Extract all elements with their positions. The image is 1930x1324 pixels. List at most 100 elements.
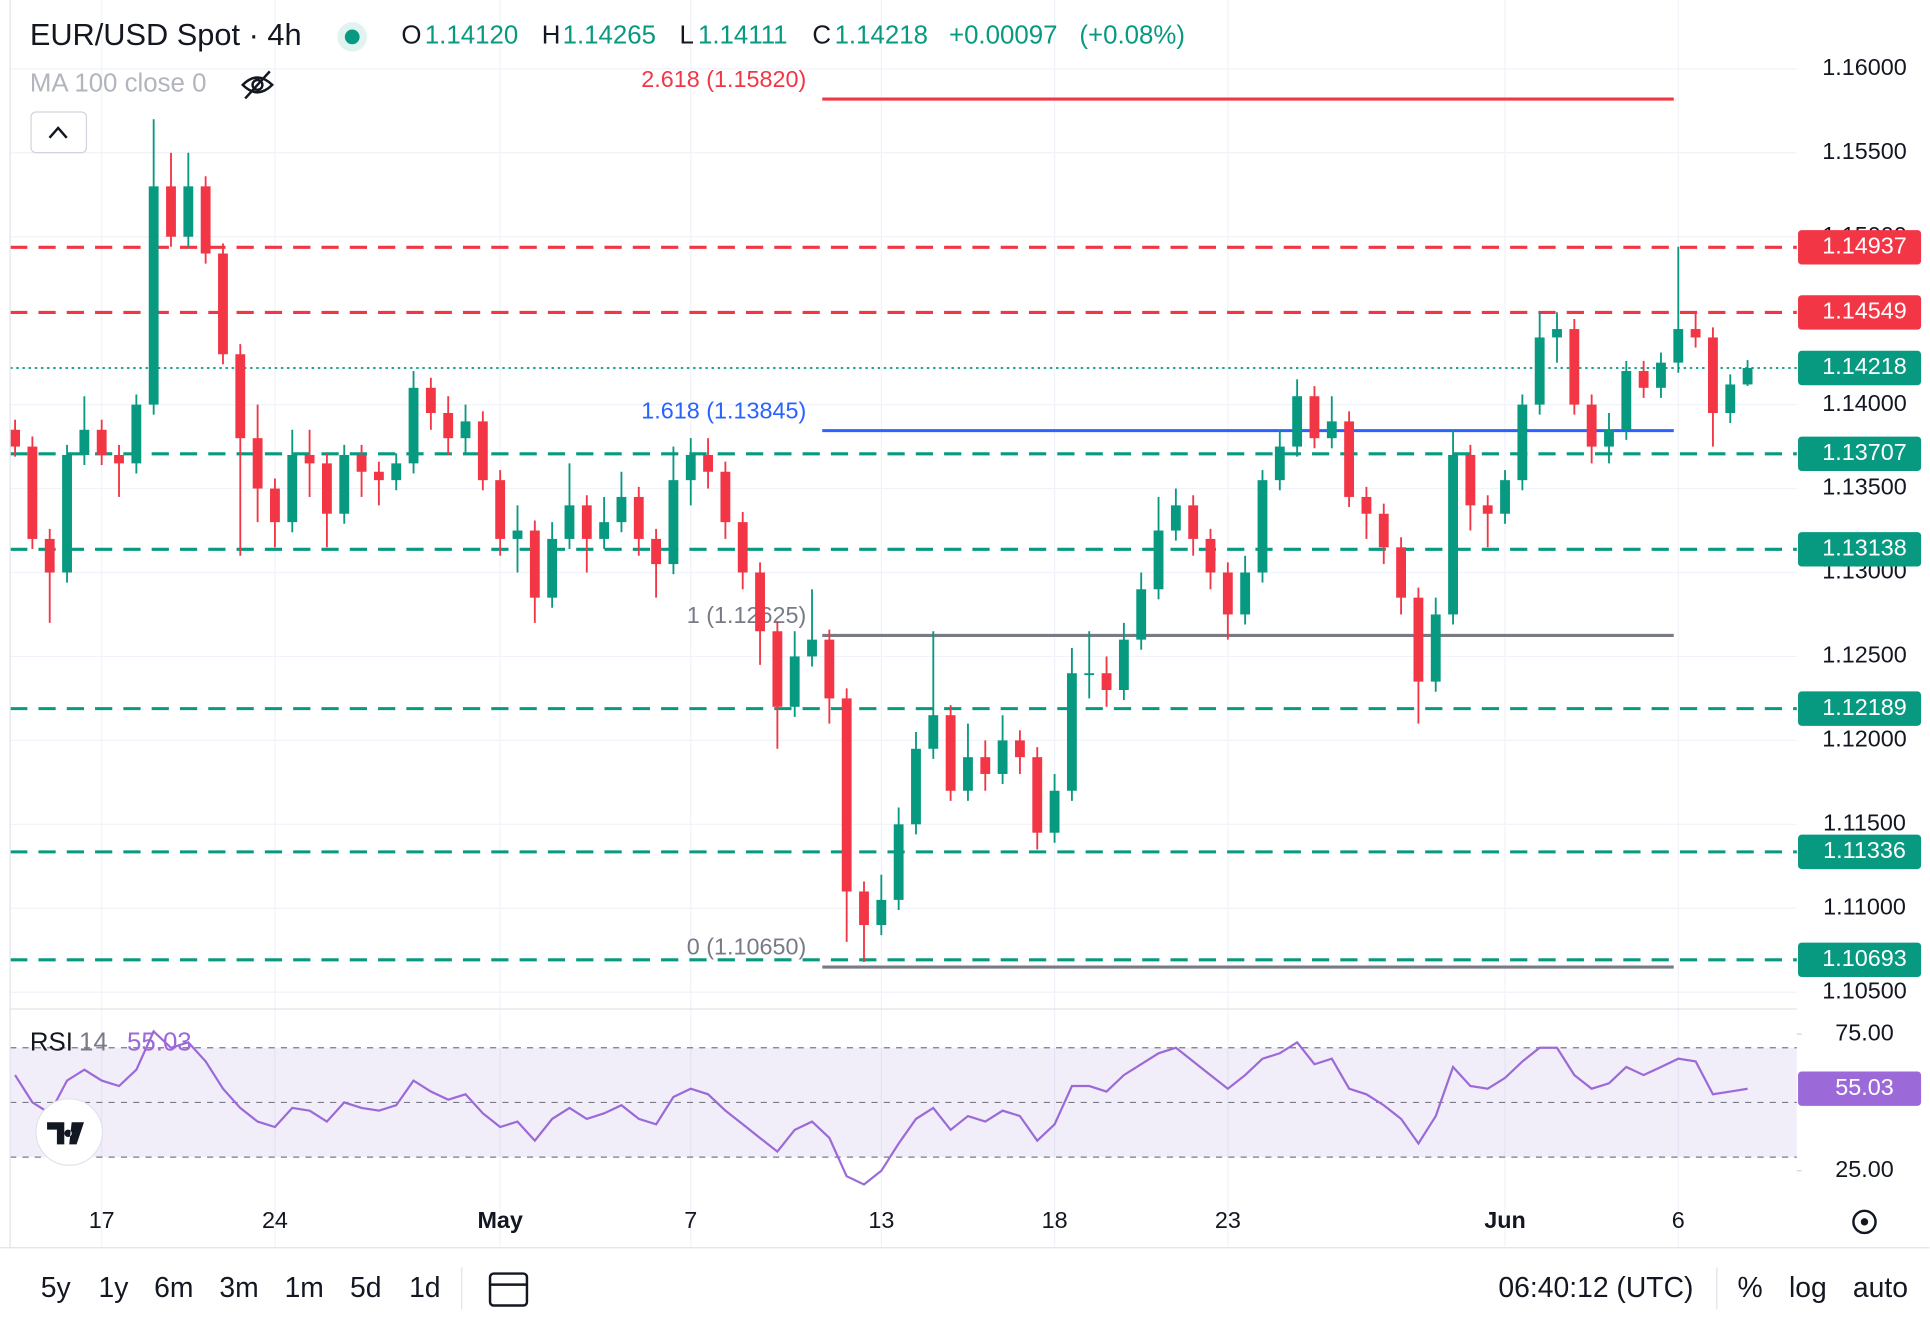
eye-slash xyxy=(244,70,271,100)
level-tag xyxy=(1798,691,1922,726)
candle-body xyxy=(10,429,20,447)
candle-body xyxy=(633,496,644,539)
range-button[interactable]: 5y xyxy=(41,1271,72,1303)
rsi-period: 14 xyxy=(79,1028,108,1056)
candle-body xyxy=(148,186,159,405)
c-value: 1.14218 xyxy=(835,22,928,50)
range-button[interactable]: 5d xyxy=(350,1271,381,1303)
candle-body xyxy=(963,757,973,791)
candle-body xyxy=(408,387,419,464)
c-label: C xyxy=(812,22,831,50)
level-tag-label: 1.14937 xyxy=(1822,232,1906,258)
candle-body xyxy=(1430,614,1441,682)
chevron-icon xyxy=(48,126,68,139)
grid-layer xyxy=(10,0,1797,1248)
candle-body xyxy=(1326,421,1337,439)
candle-body xyxy=(339,454,350,514)
range-button[interactable]: 1d xyxy=(409,1271,440,1303)
candle-body xyxy=(1517,404,1528,481)
candle-body xyxy=(1032,757,1043,833)
candle-body xyxy=(131,404,142,464)
level-tag xyxy=(1798,295,1922,330)
range-button[interactable]: 1y xyxy=(99,1271,130,1303)
candle-body xyxy=(599,522,610,539)
x-tick-label: May xyxy=(477,1207,522,1233)
status-dot xyxy=(344,29,360,45)
y-tick-label: 1.13500 xyxy=(1822,474,1906,500)
y-tick-label: 1.12000 xyxy=(1822,726,1906,752)
candle-body xyxy=(321,463,332,514)
y-tick-label: 1.15500 xyxy=(1822,138,1906,164)
calendar-button[interactable] xyxy=(488,1272,529,1307)
candle-body xyxy=(1274,446,1285,481)
fib-label: 1.618 (1.13845) xyxy=(641,397,806,423)
candle-body xyxy=(1673,329,1684,363)
candle-body xyxy=(1222,572,1233,615)
candle-body xyxy=(1257,480,1268,573)
y-tick-label: 1.11500 xyxy=(1823,809,1906,835)
level-tag xyxy=(1798,436,1922,472)
level-tag xyxy=(1798,230,1922,265)
candle-body xyxy=(1066,673,1077,791)
x-tick-label: 23 xyxy=(1215,1207,1241,1233)
range-button[interactable]: 1m xyxy=(285,1271,324,1303)
candle-body xyxy=(547,538,558,598)
y-tick-label: 1.10500 xyxy=(1822,977,1906,1003)
y-tick-label: 1.11000 xyxy=(1823,893,1906,919)
log-toggle[interactable]: log xyxy=(1789,1271,1827,1303)
fib-label: 0 (1.10650) xyxy=(687,934,806,960)
x-tick-label: 17 xyxy=(89,1207,115,1233)
candle-body xyxy=(373,471,384,481)
h-value: 1.14265 xyxy=(563,22,656,50)
candle-body xyxy=(1136,589,1147,640)
settings-icon xyxy=(1852,1209,1877,1235)
candle-body xyxy=(1015,740,1025,758)
level-tag-label: 1.12189 xyxy=(1822,694,1906,720)
level-tag xyxy=(1798,834,1922,870)
main-layer: 1.160001.155001.150001.140001.135001.130… xyxy=(10,54,1922,1233)
auto-toggle[interactable]: auto xyxy=(1853,1271,1908,1303)
candle-body xyxy=(1690,329,1701,338)
candle-body xyxy=(1378,513,1389,548)
candle-body xyxy=(512,530,523,539)
candle-body xyxy=(1292,396,1303,447)
candle-body xyxy=(1708,337,1718,414)
range-button[interactable]: 6m xyxy=(154,1271,193,1303)
candle-body xyxy=(1465,454,1476,506)
candle-body xyxy=(1500,480,1510,514)
candle-body xyxy=(564,505,575,539)
candle-body xyxy=(27,446,38,539)
candle-body xyxy=(841,698,852,892)
toolbar: 5y 1y 6m 3m 1m 5d 1d xyxy=(41,1271,441,1303)
rsi-tag-label: 55.03 xyxy=(1835,1074,1893,1100)
fib-label: 2.618 (1.15820) xyxy=(641,66,806,92)
o-label: O xyxy=(401,22,421,50)
x-tick-label: 13 xyxy=(868,1207,894,1233)
candle-body xyxy=(1534,337,1545,405)
candle-body xyxy=(1084,673,1095,676)
candle-body xyxy=(495,480,506,539)
candle-body xyxy=(703,454,713,472)
range-button[interactable]: 3m xyxy=(219,1271,258,1303)
settings-button[interactable] xyxy=(1852,1209,1877,1235)
candle-body xyxy=(1118,639,1129,691)
collapse-button[interactable] xyxy=(30,111,88,154)
logo[interactable] xyxy=(35,1098,104,1166)
candle-body xyxy=(166,186,176,237)
hide-icon[interactable] xyxy=(240,70,274,100)
percent-toggle[interactable]: % xyxy=(1737,1271,1762,1303)
level-tag xyxy=(1798,942,1922,978)
candle-body xyxy=(876,899,887,926)
l-value: 1.14111 xyxy=(698,22,788,50)
candle-body xyxy=(1396,547,1407,598)
candle-body xyxy=(1604,429,1614,447)
settings-dot xyxy=(1860,1218,1869,1226)
candle-body xyxy=(1153,530,1164,590)
candle-body xyxy=(1170,505,1181,531)
clock: 06:40:12 (UTC) xyxy=(1498,1271,1693,1303)
candle-body xyxy=(911,748,921,825)
candle-body xyxy=(893,824,904,900)
level-tag-label: 1.13138 xyxy=(1822,534,1906,560)
